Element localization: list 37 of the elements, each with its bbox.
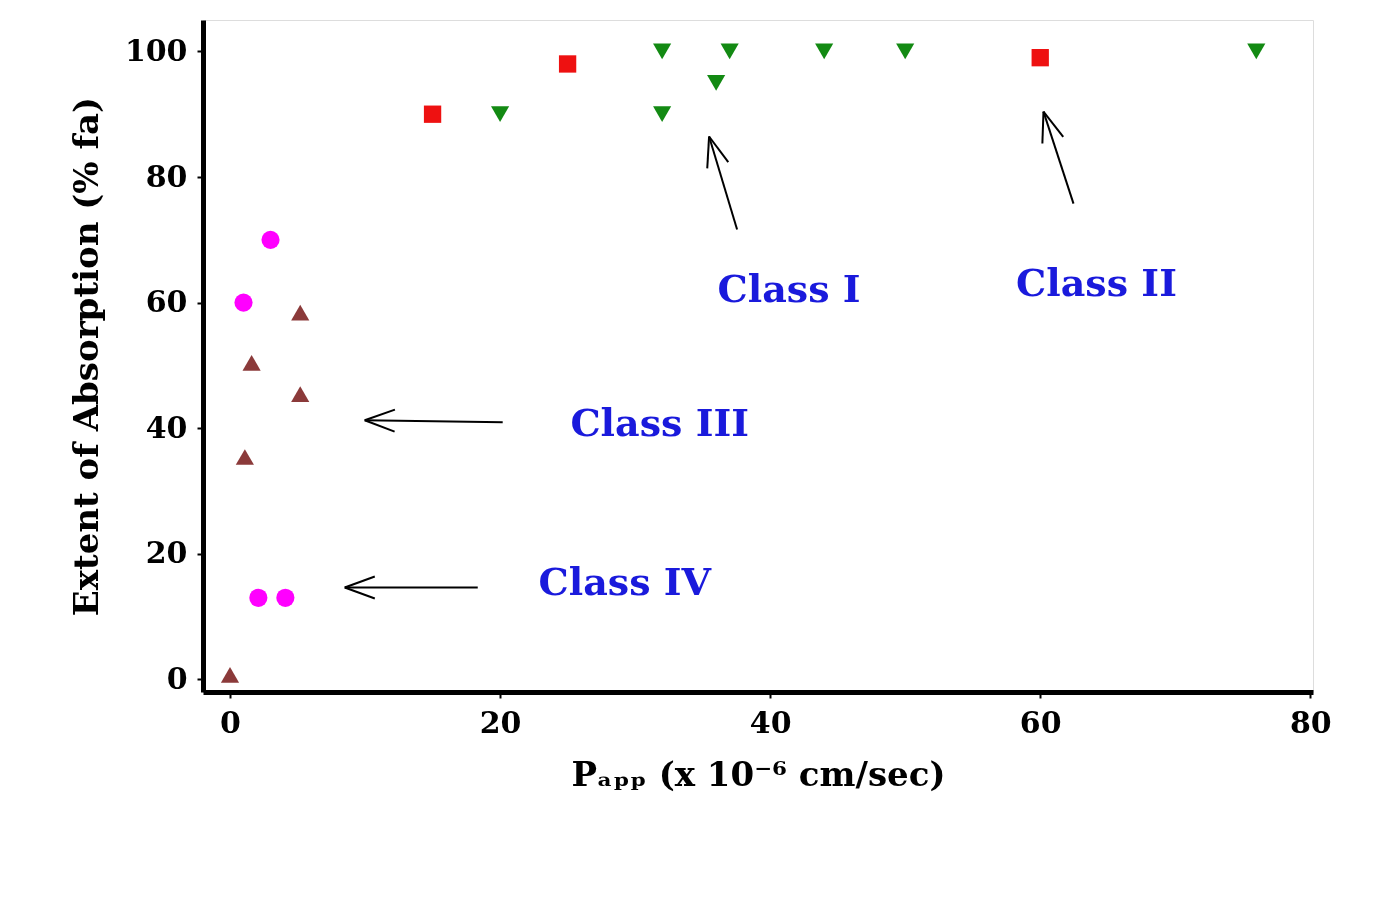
point — [896, 43, 915, 60]
y-tick-label: 40 — [145, 409, 188, 445]
point — [276, 588, 295, 607]
x-tick-label: 20 — [479, 704, 522, 740]
point — [235, 449, 254, 465]
annotation: Class II — [1016, 259, 1177, 305]
point — [653, 43, 672, 60]
point — [491, 106, 510, 123]
x-axis-title: Pₐₚₚ (x 10⁻⁶ cm/sec) — [571, 753, 946, 794]
annotation: Class I — [717, 266, 861, 312]
point — [1247, 43, 1266, 60]
point — [558, 55, 577, 73]
x-tick-label: 60 — [1019, 704, 1062, 740]
y-axis-title: Extent of Absorption (% fa) — [65, 96, 106, 617]
point — [242, 354, 261, 371]
annotation: Class III — [570, 400, 750, 446]
y-tick-label: 0 — [166, 660, 188, 696]
point — [423, 105, 442, 123]
point — [249, 588, 268, 607]
point — [815, 43, 834, 60]
point — [291, 304, 310, 321]
point — [653, 106, 672, 123]
x-tick-label: 40 — [749, 704, 792, 740]
point — [261, 230, 280, 249]
x-tick-label: 80 — [1289, 704, 1332, 740]
point — [220, 667, 240, 683]
y-tick-label: 20 — [145, 535, 188, 571]
annotation: Class IV — [538, 559, 713, 605]
x-tick-label: 0 — [220, 704, 241, 740]
y-tick-label: 60 — [145, 284, 188, 320]
point — [234, 293, 253, 312]
point — [720, 43, 739, 60]
point — [291, 386, 310, 403]
point — [1031, 49, 1049, 67]
y-tick-label: 80 — [145, 158, 188, 194]
point — [707, 74, 726, 91]
y-tick-label: 100 — [124, 32, 188, 68]
